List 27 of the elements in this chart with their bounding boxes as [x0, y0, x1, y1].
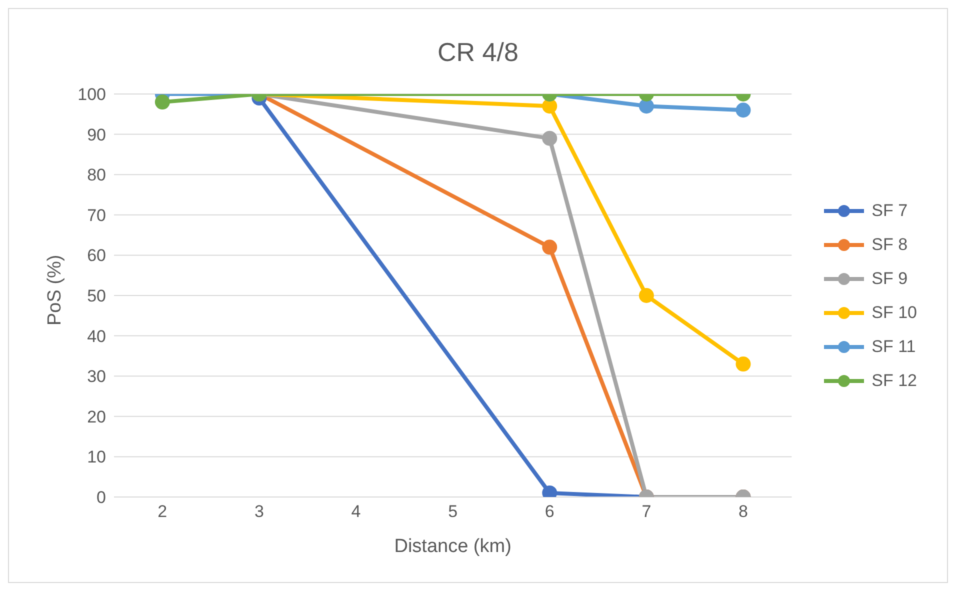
chart-title: CR 4/8 — [436, 37, 520, 68]
y-tick-label: 60 — [87, 246, 106, 266]
y-tick-label: 20 — [87, 407, 106, 426]
y-axis-title: PoS (%) — [44, 254, 66, 326]
x-tick-label: 8 — [738, 502, 748, 522]
y-tick-label: 0 — [96, 488, 106, 508]
x-tick-label: 2 — [158, 502, 168, 522]
y-tick-label: 80 — [87, 166, 106, 185]
legend-label: SF 7 — [872, 200, 908, 220]
legend-label: SF 12 — [872, 370, 917, 390]
y-tick-label: 50 — [87, 286, 106, 306]
legend-label: SF 11 — [872, 336, 916, 356]
y-tick-label: 100 — [78, 85, 106, 104]
y-tick-label: 10 — [87, 448, 106, 467]
y-tick-label: 40 — [87, 326, 106, 346]
x-axis-title: Distance (km) — [394, 536, 512, 557]
y-tick-label: 90 — [87, 125, 106, 144]
legend-label: SF 8 — [872, 234, 908, 254]
legend-label: SF 9 — [872, 268, 908, 288]
y-tick-label: 70 — [87, 206, 106, 225]
x-tick-label: 3 — [254, 502, 264, 522]
x-tick-label: 6 — [544, 502, 554, 522]
x-tick-label: 7 — [642, 502, 652, 522]
y-tick-label: 30 — [87, 367, 106, 386]
x-tick-label: 4 — [351, 502, 361, 522]
legend-label: SF 10 — [872, 302, 917, 322]
x-tick-label: 5 — [448, 502, 458, 522]
